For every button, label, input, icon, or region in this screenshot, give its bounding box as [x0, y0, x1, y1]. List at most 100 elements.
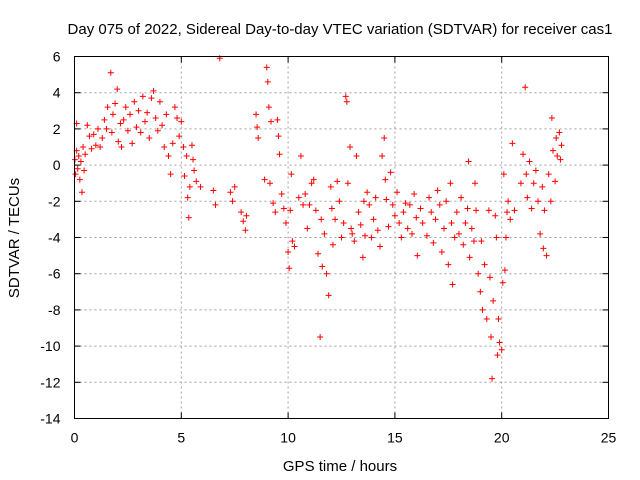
- data-point: [381, 134, 388, 141]
- data-point: [475, 270, 482, 277]
- data-point: [389, 201, 396, 208]
- data-point: [445, 261, 452, 268]
- data-point: [447, 180, 454, 187]
- data-point: [493, 234, 500, 241]
- data-point: [523, 171, 530, 178]
- data-point: [500, 171, 507, 178]
- data-point: [394, 189, 401, 196]
- data-point: [353, 153, 360, 160]
- y-tick-label: -4: [48, 230, 61, 246]
- data-point: [261, 176, 268, 183]
- data-point: [364, 189, 371, 196]
- data-point: [492, 212, 499, 219]
- data-point: [159, 122, 166, 129]
- data-point: [150, 87, 157, 94]
- data-point: [379, 153, 386, 160]
- data-point: [118, 144, 125, 150]
- data-point: [94, 125, 101, 132]
- data-point: [310, 176, 317, 183]
- data-point: [304, 225, 311, 232]
- data-point: [137, 129, 144, 136]
- data-point: [129, 140, 136, 147]
- data-point: [540, 245, 547, 252]
- data-point: [496, 339, 503, 346]
- data-point: [428, 209, 435, 216]
- data-points: [71, 55, 565, 382]
- data-point: [131, 98, 138, 105]
- data-point: [127, 111, 134, 118]
- data-point: [141, 118, 148, 125]
- data-point: [148, 95, 155, 102]
- data-point: [524, 194, 531, 201]
- data-point: [441, 225, 448, 232]
- y-tick-label: -2: [48, 193, 61, 209]
- data-point: [556, 129, 563, 136]
- data-point: [264, 78, 271, 85]
- y-tick-label: -14: [40, 411, 60, 427]
- data-point: [349, 230, 356, 237]
- data-point: [114, 86, 121, 93]
- data-point: [387, 169, 394, 176]
- data-point: [532, 167, 539, 174]
- data-point: [486, 274, 493, 281]
- data-point: [288, 171, 295, 178]
- x-tick-label: 0: [71, 430, 79, 446]
- y-tick-label: 2: [53, 121, 61, 137]
- data-point: [186, 183, 193, 190]
- data-point: [319, 263, 326, 270]
- data-point: [552, 178, 559, 185]
- data-point: [499, 279, 506, 286]
- data-point: [548, 115, 555, 122]
- y-axis-label: SDTVAR / TECUs: [6, 178, 23, 298]
- data-point: [430, 239, 437, 246]
- data-point: [174, 115, 181, 122]
- data-point: [462, 220, 469, 227]
- data-point: [238, 209, 245, 216]
- data-point: [366, 201, 373, 208]
- data-point: [302, 191, 309, 198]
- data-point: [282, 220, 289, 227]
- data-point: [152, 115, 159, 122]
- data-point: [297, 153, 304, 160]
- data-point: [77, 158, 84, 165]
- data-point: [466, 254, 473, 261]
- data-point: [272, 209, 279, 216]
- data-point: [191, 167, 198, 174]
- data-point: [434, 187, 441, 194]
- tick-labels: 0 5 10 15 20 25 -14 -12 -10 -8 -6 -4 -2 0 2 4 6: [40, 49, 616, 446]
- data-point: [178, 118, 185, 125]
- data-point: [426, 194, 433, 201]
- data-point: [419, 220, 426, 227]
- data-point: [193, 178, 200, 185]
- data-point: [404, 225, 411, 232]
- data-point: [391, 212, 398, 219]
- data-point: [370, 216, 377, 223]
- data-point: [280, 205, 287, 212]
- data-point: [287, 207, 294, 214]
- data-point: [300, 201, 307, 208]
- data-point: [212, 201, 219, 208]
- data-point: [275, 133, 282, 140]
- data-point: [478, 238, 485, 245]
- data-point: [227, 189, 234, 196]
- x-tick-label: 20: [494, 430, 510, 446]
- x-axis-label: GPS time / hours: [283, 458, 397, 475]
- data-point: [481, 261, 488, 268]
- data-point: [530, 180, 537, 187]
- data-point: [103, 125, 110, 132]
- data-point: [117, 120, 124, 127]
- data-point: [511, 207, 518, 214]
- data-point: [465, 158, 472, 165]
- data-point: [101, 116, 108, 123]
- data-point: [483, 315, 490, 322]
- data-point: [505, 198, 512, 205]
- data-point: [156, 98, 163, 105]
- data-point: [122, 104, 129, 111]
- data-point: [361, 232, 368, 239]
- data-point: [436, 201, 443, 208]
- data-point: [197, 183, 204, 190]
- data-point: [558, 142, 565, 149]
- data-point: [372, 194, 379, 201]
- data-point: [485, 207, 492, 214]
